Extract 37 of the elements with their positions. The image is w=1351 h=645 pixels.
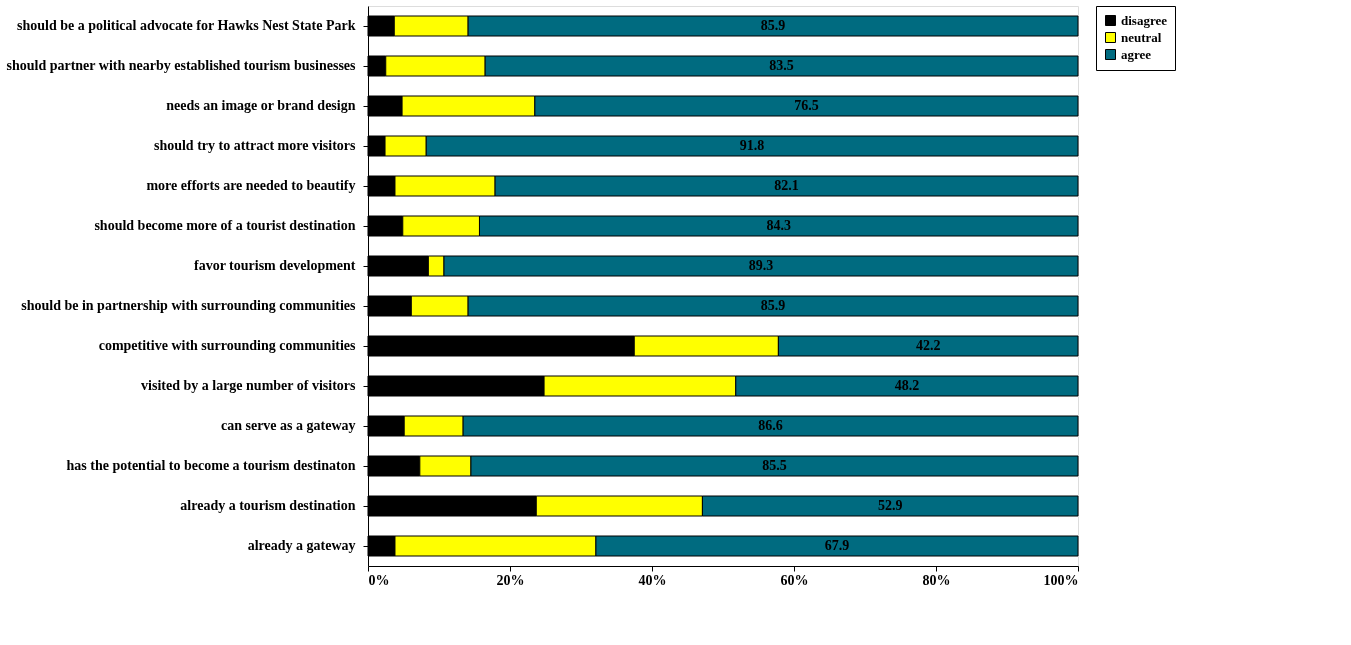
data-label: 83.5 [769,58,794,73]
x-tick-label: 80% [922,572,951,588]
data-label: 82.1 [774,178,799,193]
y-tick-label: should become more of a tourist destination [94,218,356,233]
x-tick-label: 20% [496,572,525,588]
y-tick-label: needs an image or brand design [166,98,356,113]
data-label: 85.9 [760,18,786,33]
data-label: 52.9 [877,498,903,513]
legend-label: disagree [1121,12,1168,28]
data-label: 85.9 [760,298,786,313]
data-label: 67.9 [824,538,850,553]
y-tick-label: can serve as a gateway [220,418,356,433]
data-label: 86.6 [758,418,783,433]
data-label: 85.5 [762,458,787,473]
y-tick-label: already a tourism destination [180,498,356,513]
x-tick-label: 100% [1043,572,1079,588]
y-tick-label: visited by a large number of visitors [141,378,357,393]
x-tick-label: 60% [780,572,809,588]
data-label: 89.3 [748,258,774,273]
y-tick-label: should be a political advocate for Hawks Nest State Park [17,18,356,33]
y-tick-label: favor tourism development [194,258,356,273]
y-tick-label: should try to attract more visitors [153,138,357,153]
legend-label: neutral [1121,29,1162,45]
data-label: 91.8 [739,138,765,153]
data-label: 48.2 [894,378,920,393]
data-label: 42.2 [915,338,941,353]
x-tick-label: 0% [368,572,390,588]
y-tick-label: has the potential to become a tourism destinaton [66,458,356,473]
y-tick-label: more efforts are needed to beautify [146,178,356,193]
x-tick-label: 40% [638,572,667,588]
legend-label: agree [1121,46,1152,62]
y-tick-label: competitive with surrounding communities [98,338,357,353]
y-tick-label: should partner with nearby established tourism businesses [6,58,357,73]
y-tick-label: already a gateway [247,538,356,553]
y-tick-label: should be in partnership with surrounding communities [21,298,357,313]
data-label: 76.5 [794,98,819,113]
data-label: 84.3 [766,218,791,233]
